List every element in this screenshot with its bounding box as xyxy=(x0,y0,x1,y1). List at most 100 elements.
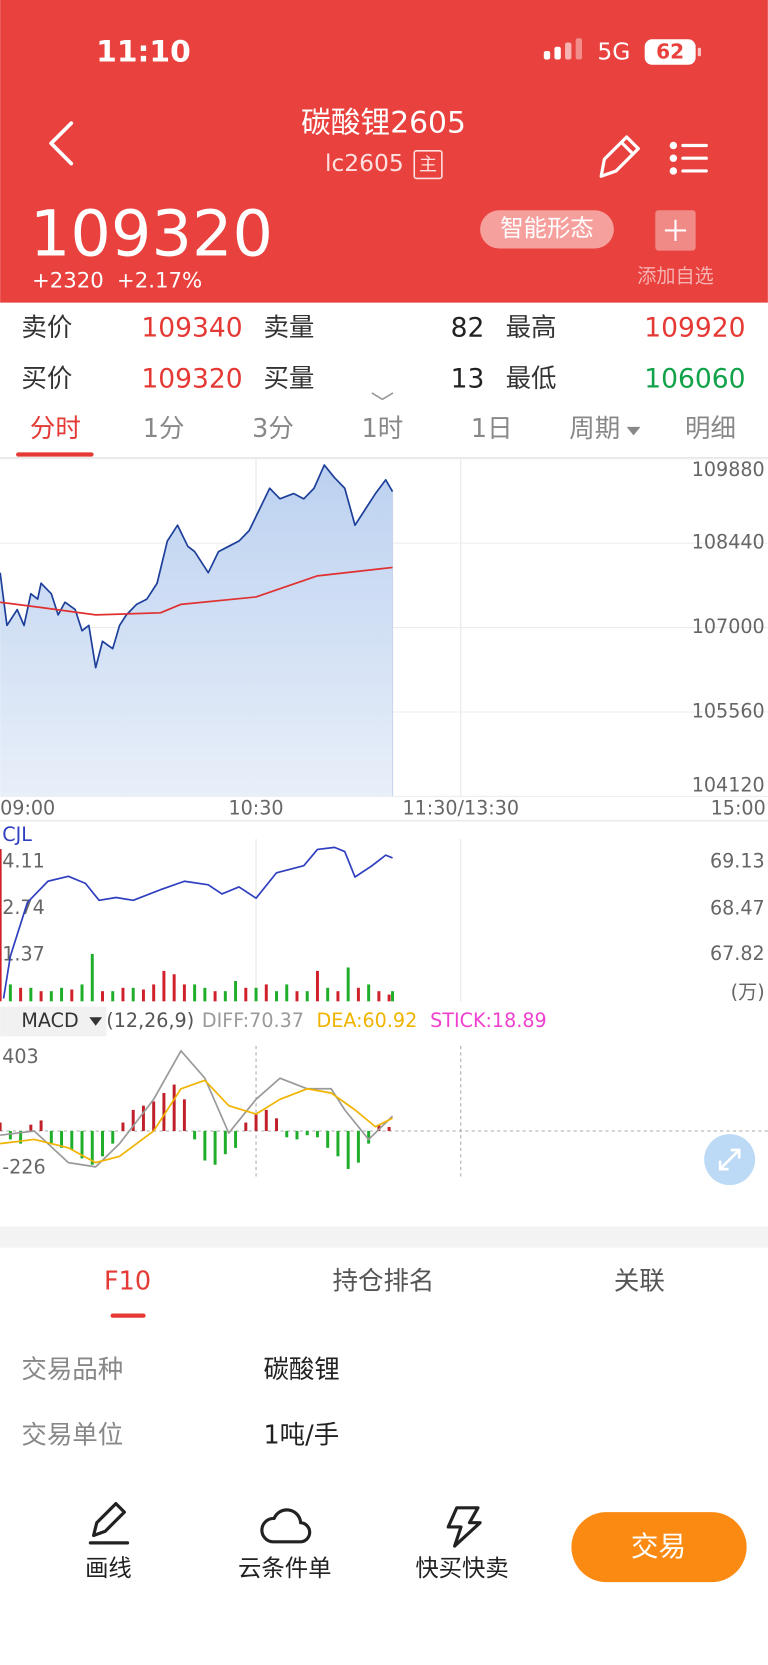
bar xyxy=(223,991,227,1002)
bar xyxy=(295,1130,299,1140)
period-dropdown-arrow[interactable] xyxy=(626,426,641,436)
legend-entry: DIFF:70.37 xyxy=(202,1009,304,1032)
bid-volume: 13 xyxy=(451,364,485,395)
price-area xyxy=(0,465,393,797)
bar xyxy=(326,987,330,1002)
indicator-selector[interactable] xyxy=(0,1006,107,1037)
bar xyxy=(377,1124,381,1131)
period-tab[interactable]: 1日 xyxy=(471,414,513,444)
period-tab[interactable]: 分时 xyxy=(30,414,81,444)
bar xyxy=(193,984,197,1002)
ask-volume-label: 卖量 xyxy=(263,313,314,343)
legend-entry: DEA:60.92 xyxy=(317,1009,418,1032)
trade-button[interactable] xyxy=(571,1512,747,1583)
bar xyxy=(203,1130,207,1161)
bar xyxy=(213,1130,217,1165)
bar xyxy=(264,1109,268,1131)
bar xyxy=(162,1092,166,1131)
quick-trade-label[interactable]: 快买快卖 xyxy=(415,1554,508,1582)
chart-macd: 403 -226 MACD (12,26,9) DIFF:70.37 DEA:60.92 S… xyxy=(0,1006,768,1179)
edit-button[interactable] xyxy=(599,135,640,178)
draw-line-icon[interactable] xyxy=(88,1502,130,1545)
bar xyxy=(90,953,94,1002)
bar xyxy=(234,981,238,1002)
pattern-button[interactable] xyxy=(480,210,614,249)
info-value: 1吨/手 xyxy=(263,1421,339,1451)
bar xyxy=(213,991,217,1002)
active-tab-indicator xyxy=(16,452,94,457)
low-price: 106060 xyxy=(644,364,745,395)
bar xyxy=(346,1130,350,1169)
bar xyxy=(203,987,207,1002)
bar xyxy=(182,1099,186,1131)
y-tick-label: 107000 xyxy=(692,615,765,638)
low-label: 最低 xyxy=(506,364,557,394)
bar xyxy=(182,984,186,1002)
bar xyxy=(60,987,64,1002)
related-tab[interactable]: 关联 xyxy=(614,1267,665,1297)
bar xyxy=(111,1130,115,1144)
y2-tick-label: 69.13 xyxy=(710,850,765,873)
pattern-button-label[interactable]: 智能形态 xyxy=(500,214,593,242)
cloud-order-label[interactable]: 云条件单 xyxy=(238,1554,331,1582)
charts: 109880 108440 107000 105560 104120 09:00 10:30… xyxy=(0,458,768,1179)
bar xyxy=(111,991,115,1002)
panel-title: MACD xyxy=(21,1009,78,1032)
position-rank-tab[interactable]: 持仓排名 xyxy=(333,1267,435,1297)
bar xyxy=(90,1130,94,1165)
bar xyxy=(315,1130,319,1138)
quick-trade-icon[interactable] xyxy=(446,1506,482,1548)
contract-title: 碳酸锂2605 xyxy=(301,106,466,141)
x-tick-label: 10:30 xyxy=(229,797,284,820)
cloud-order-icon[interactable] xyxy=(260,1508,312,1544)
expand-chevron[interactable] xyxy=(371,392,394,401)
info-value: 碳酸锂 xyxy=(263,1355,339,1385)
line xyxy=(0,464,394,669)
bar xyxy=(162,970,166,1002)
bid-volume-label: 买量 xyxy=(263,364,314,394)
f10-tab[interactable]: F10 xyxy=(104,1267,151,1297)
bar xyxy=(39,1120,43,1131)
period-tab[interactable]: 1时 xyxy=(362,414,404,444)
period-tab[interactable]: 1分 xyxy=(143,414,185,444)
back-button[interactable] xyxy=(49,121,74,166)
trade-button-label[interactable]: 交易 xyxy=(631,1530,686,1563)
order-book: 卖价 109340 卖量 82 最高 109920 买价 109320 买量 1… xyxy=(21,313,745,395)
legend-entry: STICK:18.89 xyxy=(430,1009,546,1032)
bar xyxy=(275,1118,279,1131)
bid-label: 买价 xyxy=(21,364,72,394)
bar xyxy=(152,984,156,1002)
add-watchlist-label[interactable]: 添加自选 xyxy=(637,265,713,288)
y2-unit-label: (万) xyxy=(731,980,765,1003)
menu-button[interactable] xyxy=(669,141,708,175)
bar xyxy=(131,1109,135,1131)
y-tick-label: 403 xyxy=(2,1045,38,1068)
bar xyxy=(141,989,145,1002)
bar xyxy=(80,1130,84,1159)
bar xyxy=(0,849,2,1002)
x-tick-label: 15:00 xyxy=(711,797,766,820)
bar xyxy=(336,1130,340,1157)
period-tab[interactable]: 3分 xyxy=(252,414,294,444)
main-badge: 主 xyxy=(419,155,437,176)
bar xyxy=(172,974,176,1002)
bar xyxy=(244,987,248,1002)
bar xyxy=(121,1122,125,1131)
bar xyxy=(152,1101,156,1131)
badge-box xyxy=(413,149,443,180)
last-price: 109320 xyxy=(30,197,273,271)
y-tick-label: -226 xyxy=(2,1156,45,1179)
price-change-percent: +2.17% xyxy=(117,268,202,293)
period-tab[interactable]: 明细 xyxy=(685,414,736,444)
period-tab[interactable]: 周期 xyxy=(569,414,620,444)
line xyxy=(0,1049,394,1168)
bar xyxy=(223,1130,227,1155)
high-label: 最高 xyxy=(506,313,557,343)
draw-line-label[interactable]: 画线 xyxy=(85,1554,132,1582)
bar xyxy=(39,991,43,1002)
bar xyxy=(49,991,53,1002)
period-tabs: 分时 1分 3分 1时 1日 周期 明细 xyxy=(30,414,736,444)
section-spacer xyxy=(0,1226,768,1248)
bar xyxy=(172,1084,176,1131)
